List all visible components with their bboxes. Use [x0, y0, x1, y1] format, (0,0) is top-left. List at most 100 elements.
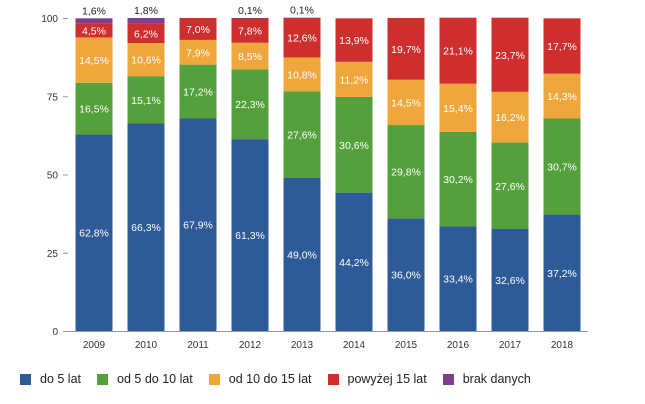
bar-segment [75, 82, 113, 135]
data-label: 1,8% [134, 5, 158, 17]
data-label: 7,0% [186, 24, 210, 36]
data-label: 44,2% [339, 257, 369, 269]
data-label: 30,7% [547, 162, 577, 174]
y-tick-label: 50 [47, 171, 59, 182]
bar-segment [543, 73, 581, 119]
bar-segment [127, 18, 165, 24]
data-label: 32,6% [495, 275, 525, 287]
bar-segment [127, 76, 165, 124]
legend-item: od 5 do 10 lat [97, 372, 193, 386]
bar-segment [179, 64, 217, 119]
data-label: 19,7% [391, 44, 421, 56]
legend-label: brak danych [462, 372, 531, 386]
data-label: 13,9% [339, 35, 369, 47]
x-tick-label: 2010 [135, 340, 158, 351]
data-label: 16,5% [79, 104, 109, 116]
legend-swatch [327, 373, 339, 385]
legend-label: do 5 lat [40, 372, 82, 386]
data-labels: 62,8% 16,5% 14,5% 4,5% 1,6% 66,3% 15,1% 10,6% 6,… [79, 5, 577, 287]
bar-segment [387, 79, 425, 126]
data-label: 0,1% [290, 5, 314, 17]
bar-segment [439, 17, 477, 84]
bar-segment [283, 177, 321, 331]
bar-segment [283, 91, 321, 178]
legend-item: powyżej 15 lat [327, 372, 427, 386]
bar-segment [283, 18, 321, 58]
legend-swatch [442, 373, 454, 385]
bar-segment [127, 23, 165, 44]
data-label: 15,1% [131, 95, 161, 107]
legend-label: od 10 do 15 lat [228, 372, 312, 386]
axes: 0 25 50 75 100 2009 2010 2011 2012 2013 2014 2015 20… [41, 14, 588, 351]
data-label: 10,8% [287, 69, 317, 81]
data-label: 10,6% [131, 55, 161, 67]
data-label: 27,6% [287, 129, 317, 141]
data-label: 17,2% [183, 87, 213, 99]
data-label: 15,4% [443, 103, 473, 115]
bar-segment [387, 218, 425, 331]
legend-item: do 5 lat [20, 372, 81, 386]
bar-segment [491, 17, 529, 92]
data-label: 33,4% [443, 274, 473, 286]
bar-segment [387, 18, 425, 80]
data-label: 7,9% [186, 47, 210, 59]
x-tick-label: 2014 [343, 340, 366, 351]
data-label: 6,2% [134, 28, 158, 40]
x-tick-label: 2013 [291, 340, 314, 351]
legend-swatch [20, 373, 31, 385]
bar-segment [387, 125, 425, 219]
bar-segment [439, 131, 477, 227]
x-tick-label: 2015 [395, 340, 418, 351]
bar-segment [283, 17, 321, 19]
legend-item: brak danych [442, 372, 531, 386]
data-label: 16,2% [495, 112, 525, 124]
bar-segment [179, 118, 217, 332]
bar-segment [283, 57, 321, 92]
data-label: 29,8% [391, 167, 421, 179]
data-label: 1,6% [82, 5, 106, 17]
bars [75, 17, 581, 332]
bar-segment [179, 18, 217, 40]
data-label: 30,2% [443, 174, 473, 186]
bar-segment [231, 69, 269, 140]
data-label: 0,1% [238, 5, 262, 17]
data-label: 37,2% [547, 268, 577, 280]
bar-segment [543, 18, 581, 74]
y-tick-label: 75 [47, 92, 59, 103]
bar-segment [491, 142, 529, 229]
data-label: 17,7% [547, 41, 577, 53]
bar-segment [439, 83, 477, 132]
x-tick-label: 2018 [551, 340, 574, 351]
data-label: 66,3% [131, 222, 161, 234]
data-label: 22,3% [235, 99, 265, 111]
x-tick-label: 2017 [499, 340, 522, 351]
bar-segment [179, 39, 217, 65]
y-tick-label: 0 [52, 327, 58, 338]
bar-segment [231, 139, 269, 331]
data-label: 4,5% [82, 25, 106, 37]
bar-segment [75, 23, 113, 38]
data-label: 7,8% [238, 26, 262, 38]
data-label: 14,3% [547, 91, 577, 103]
bar-segment [127, 43, 165, 77]
data-label: 61,3% [235, 230, 265, 242]
data-label: 21,1% [443, 46, 473, 58]
bar-segment [335, 18, 373, 62]
bar-segment [491, 228, 529, 331]
stacked-bar-chart: 0 25 50 75 100 2009 2010 2011 2012 2013 2014 2015 20… [41, 5, 588, 351]
bar-segment [75, 18, 113, 24]
bar-segment [335, 96, 373, 193]
bar-segment [127, 123, 165, 331]
bar-segment [543, 118, 581, 215]
data-label: 12,6% [287, 33, 317, 45]
x-tick-label: 2016 [447, 340, 470, 351]
y-tick-label: 25 [47, 249, 59, 260]
legend-swatch [208, 373, 220, 385]
x-tick-label: 2009 [83, 340, 106, 351]
legend-item: od 10 do 15 lat [208, 372, 312, 386]
y-tick-label: 100 [41, 14, 58, 25]
bar-segment [75, 37, 113, 83]
legend: do 5 lat od 5 do 10 lat od 10 do 15 lat pow… [20, 372, 640, 386]
legend-swatch [97, 373, 109, 385]
x-tick-label: 2011 [187, 340, 209, 351]
